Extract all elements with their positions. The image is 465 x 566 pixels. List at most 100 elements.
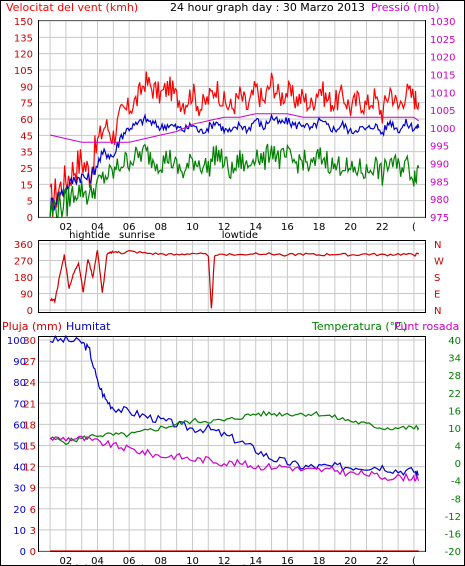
humidity-y-tick: 60 bbox=[13, 420, 26, 431]
hightide-label: hightide bbox=[69, 230, 110, 241]
pressure-y-tick: 975 bbox=[430, 213, 449, 224]
chart-title: 24 hour graph day : 30 Marzo 2013 bbox=[170, 1, 365, 14]
wind-x-tick: 08 bbox=[154, 222, 167, 233]
temperature-y-tick: -4 bbox=[451, 477, 461, 488]
average-wind-line bbox=[49, 113, 420, 218]
humidity-x-tick: 18 bbox=[313, 556, 326, 566]
humidity-x-tick: 10 bbox=[186, 556, 199, 566]
pressure-y-tick: 985 bbox=[430, 177, 449, 188]
wind-x-tick: 04 bbox=[91, 222, 104, 233]
humidity-x-tick: 12 bbox=[218, 556, 231, 566]
temperature-y-tick: 34 bbox=[448, 354, 461, 365]
temperature-y-tick: 40 bbox=[448, 336, 461, 347]
humidity-y-tick: 40 bbox=[13, 463, 26, 474]
wind-y-tick: 105 bbox=[14, 66, 33, 77]
wind-y-tick: 90 bbox=[20, 82, 33, 93]
rain-y-tick: 12 bbox=[23, 463, 36, 474]
direction-y-tick: 360 bbox=[14, 240, 33, 251]
humidity-x-tick: 22 bbox=[376, 556, 389, 566]
axis-labels: 0515253545607590105120135150975980985990… bbox=[7, 17, 461, 566]
wind-speed-label: Velocitat del vent (kmh) bbox=[6, 1, 138, 14]
low-wind-line bbox=[49, 143, 420, 218]
temperature-y-tick: 16 bbox=[448, 406, 461, 417]
humidity-y-tick: 0 bbox=[20, 547, 26, 558]
pressure-y-tick: 1000 bbox=[430, 124, 455, 135]
rain-y-tick: 27 bbox=[23, 357, 36, 368]
rain-y-tick: 6 bbox=[30, 505, 36, 516]
humidity-x-tick: 14 bbox=[249, 556, 262, 566]
temperature-y-tick: 0 bbox=[455, 459, 461, 470]
humidity-plot-frame bbox=[38, 336, 426, 552]
wind-y-tick: 45 bbox=[20, 131, 33, 142]
sunrise-label: sunrise bbox=[119, 230, 155, 241]
rain-label: Pluja (mm) bbox=[2, 320, 62, 333]
humidity-y-tick: 80 bbox=[13, 378, 26, 389]
humidity-x-tick: 16 bbox=[281, 556, 294, 566]
humidity-y-tick: 10 bbox=[13, 526, 26, 537]
pressure-y-tick: 995 bbox=[430, 142, 449, 153]
humidity-line bbox=[49, 334, 419, 477]
direction-y-tick: 0 bbox=[27, 306, 33, 317]
humidity-label: Humitat bbox=[66, 320, 111, 333]
humidity-y-tick: 100 bbox=[7, 336, 26, 347]
wind-x-tick: 06 bbox=[123, 222, 136, 233]
wind-x-tick: ( bbox=[412, 222, 416, 233]
wind-y-tick: 15 bbox=[20, 180, 33, 191]
direction-y-tick: 270 bbox=[14, 257, 33, 268]
wind-x-tick: 16 bbox=[281, 222, 294, 233]
wind-y-tick: 120 bbox=[14, 50, 33, 61]
rain-y-tick: 24 bbox=[23, 378, 36, 389]
compass-label: E bbox=[434, 290, 440, 301]
temperature-y-tick: 10 bbox=[448, 424, 461, 435]
rain-y-tick: 30 bbox=[23, 336, 36, 347]
humidity-x-tick: ( bbox=[412, 556, 416, 566]
temperature-y-tick: -8 bbox=[451, 494, 461, 505]
wind-x-tick: 22 bbox=[376, 222, 389, 233]
humidity-x-tick: 04 bbox=[91, 556, 104, 566]
lowtide-label-bottom: lowtide bbox=[222, 564, 258, 566]
compass-label: N bbox=[434, 240, 441, 251]
wind-x-tick: 10 bbox=[186, 222, 199, 233]
humidity-y-tick: 90 bbox=[13, 357, 26, 368]
compass-label: W bbox=[434, 257, 444, 268]
hightide-label-bottom: hightide bbox=[69, 564, 110, 566]
wind-y-tick: 150 bbox=[14, 17, 33, 28]
direction-y-tick: 180 bbox=[14, 273, 33, 284]
wind-y-tick: 0 bbox=[27, 213, 33, 224]
rain-y-tick: 0 bbox=[30, 547, 36, 558]
pressure-y-tick: 1015 bbox=[430, 70, 455, 81]
humidity-y-tick: 50 bbox=[13, 442, 26, 453]
rain-y-tick: 21 bbox=[23, 399, 36, 410]
sunrise-label-bottom: sunrise bbox=[119, 564, 155, 566]
wind-y-tick: 60 bbox=[20, 115, 33, 126]
direction-line bbox=[49, 249, 420, 309]
direction-y-tick: 90 bbox=[20, 290, 33, 301]
temperature-y-tick: 4 bbox=[455, 442, 461, 453]
rain-y-tick: 18 bbox=[23, 420, 36, 431]
temperature-line bbox=[49, 410, 420, 446]
wind-y-tick: 25 bbox=[20, 164, 33, 175]
wind-x-tick: 14 bbox=[249, 222, 262, 233]
pressure-y-tick: 1020 bbox=[430, 53, 455, 64]
dewpoint-line bbox=[49, 435, 420, 483]
pressure-y-tick: 1010 bbox=[430, 88, 455, 99]
temperature-y-tick: 28 bbox=[448, 371, 461, 382]
temperature-y-tick: -20 bbox=[445, 547, 461, 558]
rain-y-tick: 15 bbox=[23, 442, 36, 453]
humidity-x-tick: 08 bbox=[154, 556, 167, 566]
humidity-x-tick: 02 bbox=[60, 556, 73, 566]
compass-label: N bbox=[434, 306, 441, 317]
lowtide-label: lowtide bbox=[222, 230, 258, 241]
temperature-y-tick: -12 bbox=[445, 512, 461, 523]
humidity-y-tick: 20 bbox=[13, 505, 26, 516]
pressure-y-tick: 1005 bbox=[430, 106, 455, 117]
rain-y-tick: 9 bbox=[30, 484, 36, 495]
wind-x-tick: 12 bbox=[218, 222, 231, 233]
wind-x-tick: 02 bbox=[60, 222, 73, 233]
pressure-y-tick: 990 bbox=[430, 160, 449, 171]
data-series bbox=[49, 71, 420, 552]
temperature-y-tick: 22 bbox=[448, 389, 461, 400]
temperature-y-tick: -16 bbox=[445, 529, 461, 540]
